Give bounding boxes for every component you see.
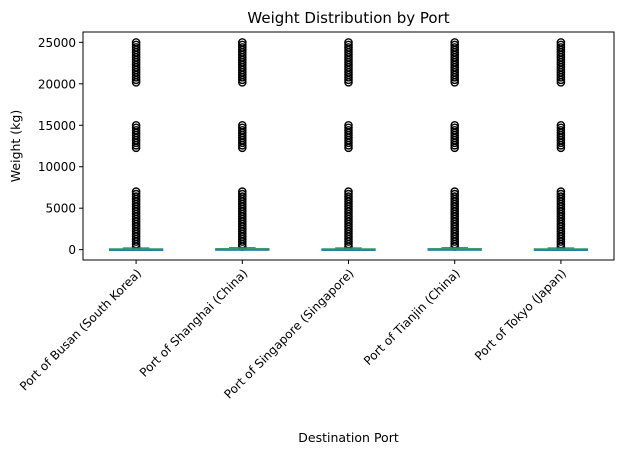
outlier-point bbox=[450, 138, 460, 148]
outlier-point bbox=[344, 78, 353, 87]
x-tick-label: Port of Busan (South Korea) bbox=[17, 266, 144, 393]
box-group bbox=[533, 247, 589, 251]
y-tick-label: 15000 bbox=[38, 119, 76, 133]
outlier-point bbox=[131, 143, 141, 153]
outlier-point bbox=[131, 78, 141, 87]
outlier-point bbox=[131, 138, 141, 148]
box-group bbox=[321, 247, 376, 251]
outlier-point bbox=[237, 143, 247, 153]
outlier-point bbox=[237, 75, 247, 85]
outlier-point bbox=[344, 237, 353, 246]
outlier-point bbox=[344, 75, 353, 85]
box-group bbox=[215, 247, 270, 251]
outlier-point bbox=[556, 75, 566, 85]
x-tick-label: Port of Tokyo (Japan) bbox=[472, 266, 569, 363]
y-tick-label: 25000 bbox=[38, 36, 76, 50]
outlier-point bbox=[450, 140, 460, 150]
outlier-point bbox=[237, 73, 247, 82]
outlier-point bbox=[131, 73, 141, 82]
x-axis-label: Destination Port bbox=[298, 430, 399, 445]
y-tick-label: 10000 bbox=[38, 160, 76, 174]
outlier-point bbox=[237, 237, 247, 246]
outlier-point bbox=[237, 138, 247, 148]
outlier-point bbox=[344, 143, 353, 153]
outlier-point bbox=[450, 78, 460, 87]
outlier-point bbox=[450, 73, 460, 82]
plot-area: 0 5000 10000 15000 20000 25000 Port of Busan (… bbox=[17, 31, 615, 401]
outlier-point bbox=[344, 140, 353, 150]
outlier-point bbox=[450, 75, 460, 85]
x-tick-label: Port of Singapore (Singapore) bbox=[221, 266, 356, 401]
outlier-point bbox=[344, 73, 353, 82]
x-tick-label: Port of Shanghai (China) bbox=[137, 266, 251, 380]
outlier-point bbox=[556, 143, 566, 153]
outlier-group bbox=[131, 38, 141, 251]
outlier-point bbox=[556, 237, 566, 246]
y-tick-label: 20000 bbox=[38, 77, 76, 91]
outlier-point bbox=[556, 73, 566, 82]
outlier-group bbox=[237, 38, 247, 251]
outlier-point bbox=[344, 138, 353, 148]
y-tick-label: 0 bbox=[68, 243, 76, 257]
outlier-point bbox=[450, 237, 460, 246]
y-axis-label: Weight (kg) bbox=[8, 110, 23, 182]
box-group bbox=[108, 247, 164, 251]
outlier-point bbox=[556, 140, 566, 150]
outlier-point bbox=[131, 237, 141, 246]
outlier-point bbox=[556, 78, 566, 87]
outlier-point bbox=[450, 143, 460, 153]
chart-title: Weight Distribution by Port bbox=[247, 9, 449, 27]
outlier-group bbox=[556, 38, 566, 251]
outlier-point bbox=[237, 140, 247, 150]
outlier-point bbox=[237, 78, 247, 87]
box-group bbox=[427, 247, 482, 251]
y-tick-label: 5000 bbox=[45, 202, 76, 216]
outlier-group bbox=[450, 38, 460, 251]
outlier-point bbox=[556, 138, 566, 148]
outlier-point bbox=[131, 75, 141, 85]
x-tick-label: Port of Tianjin (China) bbox=[361, 266, 463, 368]
outlier-group bbox=[344, 38, 353, 251]
outlier-point bbox=[131, 140, 141, 150]
